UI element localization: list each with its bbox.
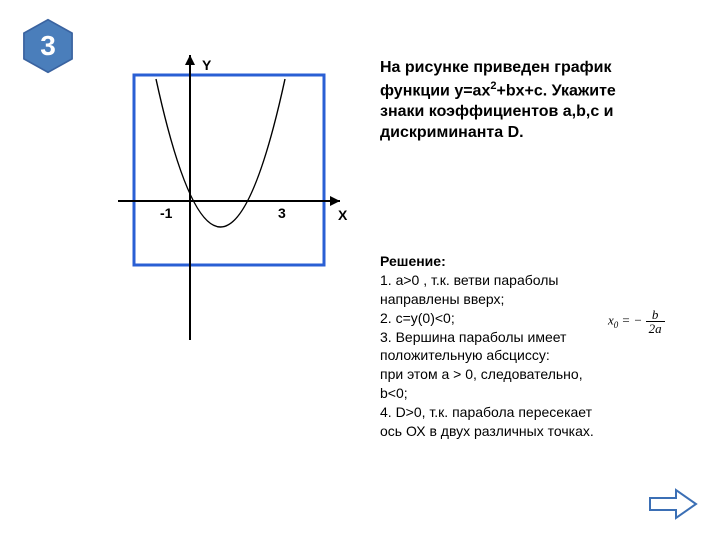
solution-line-8: 4. D>0, т.к. парабола пересекает (380, 403, 710, 422)
next-arrow-button[interactable] (648, 488, 698, 520)
solution-line-5: положительную абсциссу: (380, 346, 710, 365)
solution-line-2: направлены вверх; (380, 290, 710, 309)
problem-statement: На рисунке приведен график функции у=ах2… (380, 58, 700, 144)
solution-heading: Решение: (380, 252, 710, 271)
solution-line-7: b<0; (380, 384, 710, 403)
vertex-formula: x0 = − b 2a (608, 308, 688, 335)
label-three: 3 (278, 205, 286, 221)
label-y: Y (202, 57, 211, 73)
graph-svg (80, 55, 340, 355)
formula-num: b (646, 308, 665, 322)
solution-block: Решение: 1. а>0 , т.к. ветви параболы на… (380, 252, 710, 441)
solution-line-9: ось ОХ в двух различных точках. (380, 422, 710, 441)
label-x: X (338, 207, 347, 223)
hexagon-badge: 3 (20, 18, 76, 74)
problem-line-4: дискриминанта D. (380, 123, 700, 144)
hexagon-number: 3 (40, 30, 56, 62)
formula-den: 2a (646, 322, 665, 335)
next-arrow-icon (648, 488, 698, 520)
problem-line-2: функции у=ах2+bх+с. Укажите (380, 79, 700, 102)
graph-frame (134, 75, 324, 265)
problem-l2-b: +bх+с. Укажите (496, 82, 615, 99)
graph: Y X -1 3 (80, 55, 340, 355)
solution-line-6: при этом а > 0, следовательно, (380, 365, 710, 384)
solution-line-1: 1. а>0 , т.к. ветви параболы (380, 271, 710, 290)
problem-line-1: На рисунке приведен график (380, 58, 700, 79)
x-axis-arrow (330, 196, 340, 206)
y-axis-arrow (185, 55, 195, 65)
formula-eq: = − (618, 312, 645, 327)
problem-l2-a: функции у=ах (380, 82, 490, 99)
label-minus1: -1 (160, 205, 172, 221)
problem-line-3: знаки коэффициентов a,b,c и (380, 102, 700, 123)
parabola-curve (156, 79, 285, 227)
